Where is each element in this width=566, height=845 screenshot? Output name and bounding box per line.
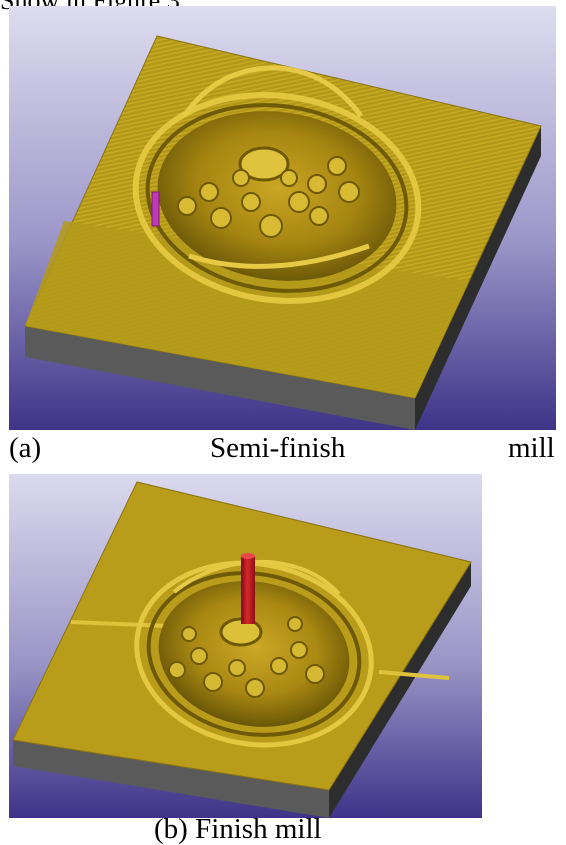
semi-finish-render [9,6,556,430]
caption-a-word-2: mill [508,432,555,464]
caption-a-word-1: Semi-finish [210,432,346,464]
finish-render-svg [9,474,482,818]
finish-render [9,474,482,818]
semi-finish-render-svg [9,6,556,430]
caption-a-label: (a) [9,432,42,464]
caption-b: (b) Finish mill [154,813,322,845]
